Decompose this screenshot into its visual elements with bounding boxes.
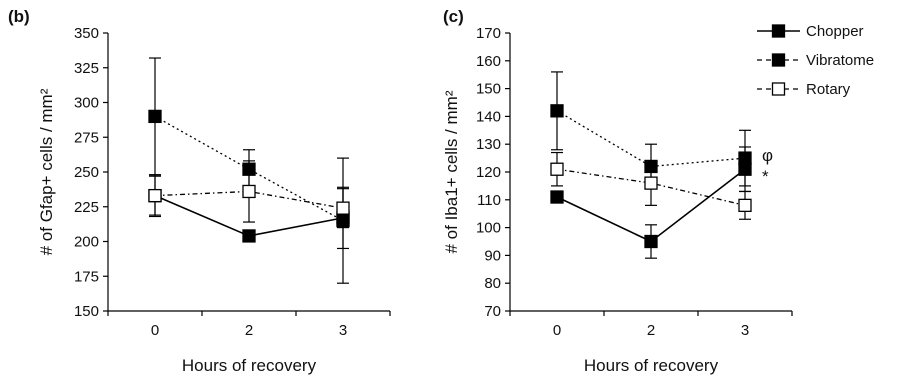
legend-marker-chopper: [771, 24, 786, 38]
x-tick-label: 0: [151, 322, 159, 339]
significance-marker: φ: [762, 146, 773, 165]
series-line-vibratome: [154, 115, 344, 222]
panel-label: (c): [443, 7, 464, 26]
significance-marker: *: [762, 167, 769, 186]
y-tick-label: 150: [74, 303, 99, 320]
data-point-vibratome: [242, 162, 256, 176]
data-point-rotary: [550, 162, 564, 176]
series-line-vibratome: [556, 110, 746, 168]
legend: Chopper Vibratome Rotary: [757, 23, 874, 98]
y-axis-title: # of Gfap+ cells / mm²: [37, 88, 56, 255]
y-tick-label: 120: [476, 164, 501, 181]
legend-label-chopper: Chopper: [806, 23, 864, 40]
legend-label-rotary: Rotary: [806, 81, 851, 98]
y-tick-label: 325: [74, 60, 99, 77]
data-point-rotary: [644, 176, 658, 190]
data-point-chopper: [242, 229, 256, 243]
y-tick-label: 110: [477, 192, 501, 209]
y-tick-label: 200: [74, 234, 99, 251]
data-point-chopper: [738, 162, 752, 176]
y-tick-label: 350: [74, 25, 99, 42]
y-tick-label: 130: [476, 136, 501, 153]
y-tick-label: 160: [476, 53, 501, 70]
y-tick-label: 100: [476, 220, 501, 237]
data-point-rotary: [738, 198, 752, 213]
y-tick-label: 275: [74, 129, 99, 146]
x-tick-label: 2: [245, 322, 253, 339]
y-tick-label: 90: [484, 247, 501, 264]
y-tick-label: 175: [74, 268, 99, 285]
legend-marker-vibratome: [771, 53, 786, 67]
data-point-vibratome: [738, 151, 752, 165]
x-tick-label: 3: [741, 322, 749, 339]
data-point-rotary: [148, 188, 162, 203]
data-point-vibratome: [644, 159, 658, 174]
y-tick-label: 300: [74, 95, 99, 112]
panel-label: (b): [8, 7, 30, 26]
x-tick-label: 2: [647, 322, 655, 339]
legend-marker-rotary: [771, 82, 786, 96]
legend-label-vibratome: Vibratome: [806, 52, 874, 69]
y-tick-label: 150: [476, 81, 501, 98]
data-point-chopper: [550, 190, 564, 204]
y-tick-label: 225: [74, 199, 99, 216]
x-tick-label: 0: [553, 322, 561, 339]
y-tick-label: 250: [74, 164, 99, 181]
y-tick-label: 140: [476, 108, 501, 125]
data-point-rotary: [242, 184, 256, 199]
data-point-vibratome: [148, 109, 162, 124]
y-axis-title: # of Iba1+ cells / mm²: [442, 90, 461, 253]
y-tick-label: 80: [484, 275, 501, 292]
panel-b-chart: 150 175 200 225 250 275 300 325 350 0 2 3 Hours of r…: [8, 7, 391, 375]
y-tick-label: 170: [476, 25, 501, 42]
x-axis-title: Hours of recovery: [584, 356, 719, 375]
data-point-vibratome: [336, 213, 350, 228]
y-tick-label: 70: [484, 303, 501, 320]
series-line-rotary: [556, 168, 746, 206]
data-point-rotary: [336, 201, 350, 215]
panel-c-chart: 70 80 90 100 110 120 130 140 150 160 170 0 2 3 Hours o…: [442, 7, 793, 375]
data-point-chopper: [644, 234, 658, 249]
x-tick-label: 3: [339, 322, 347, 339]
x-axis-title: Hours of recovery: [182, 356, 317, 375]
data-point-vibratome: [550, 104, 564, 118]
